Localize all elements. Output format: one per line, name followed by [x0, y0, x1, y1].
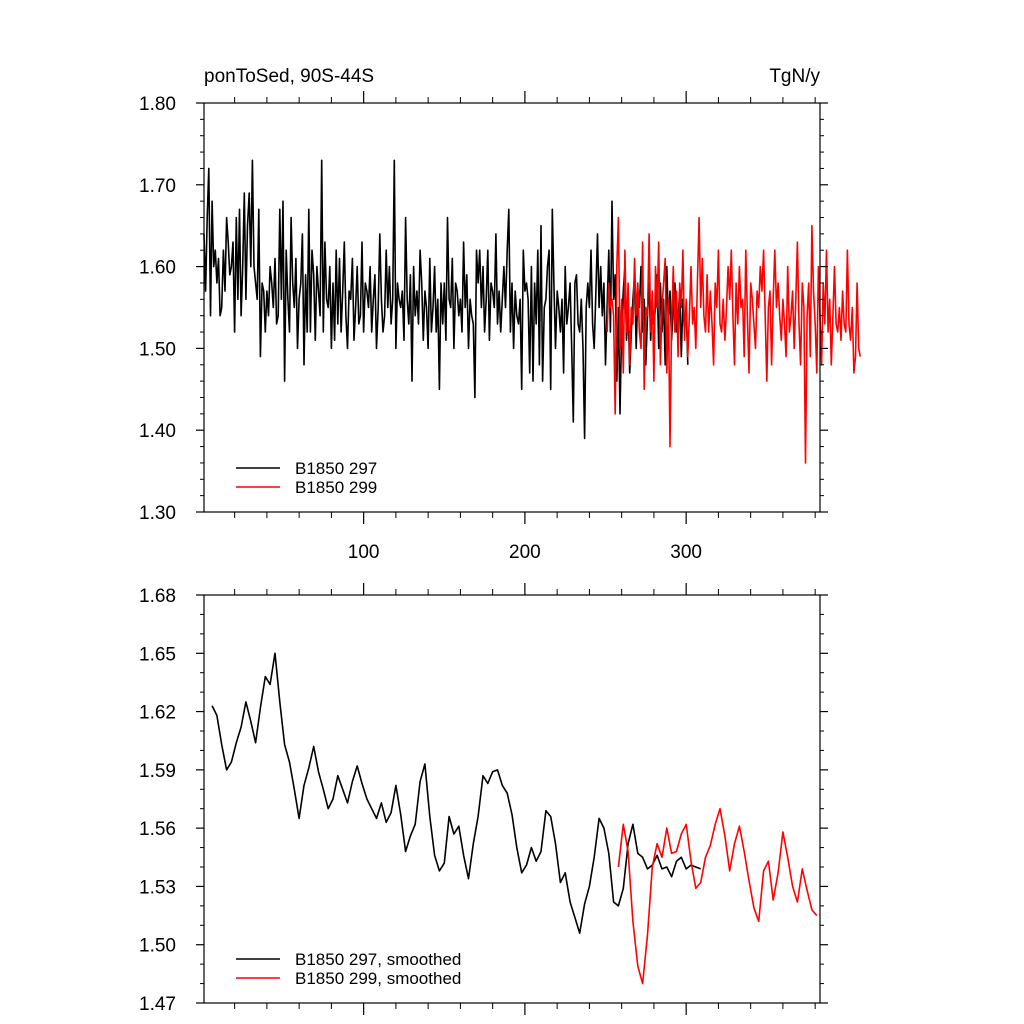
series-line-2 [617, 807, 818, 985]
y-tick-label: 1.65 [139, 644, 176, 665]
x-tick-label: 300 [670, 542, 702, 563]
series-line-1 [211, 652, 701, 934]
x-tick-label: 200 [509, 542, 541, 563]
raw-timeseries-panel: 1.30 1.40 1.50 1.60 1.70 1.80 100 200 300 B1850 2… [139, 91, 862, 563]
smoothed-timeseries-panel: 1.47 1.50 1.53 1.56 1.59 1.62 1.65 1.68 B1850 29… [139, 583, 828, 1015]
y-tick-label: 1.60 [139, 258, 176, 279]
y-tick-label: 1.50 [139, 936, 176, 957]
panel-title-left: ponToSed, 90S-44S [204, 66, 374, 87]
legend-label-2: B1850 299 [295, 478, 377, 497]
y-tick-label: 1.62 [139, 703, 176, 724]
legend-label-2: B1850 299, smoothed [295, 969, 461, 988]
plot-frame [203, 594, 821, 1004]
y-tick-label: 1.70 [139, 176, 176, 197]
y-tick-label: 1.50 [139, 339, 176, 360]
panel-title-right: TgN/y [769, 66, 820, 87]
y-tick-label: 1.40 [139, 421, 176, 442]
y-tick-label: 1.56 [139, 819, 176, 840]
y-tick-label: 1.53 [139, 877, 176, 898]
series-line-2 [606, 216, 862, 464]
y-tick-label: 1.59 [139, 761, 176, 782]
y-tick-label: 1.30 [139, 503, 176, 524]
y-tick-label: 1.80 [139, 94, 176, 115]
y-tick-label: 1.68 [139, 586, 176, 607]
series-line-1 [203, 159, 689, 440]
legend-label-1: B1850 297, smoothed [295, 950, 461, 969]
plot-frame [203, 102, 821, 513]
legend-label-1: B1850 297 [295, 459, 377, 478]
x-tick-label: 100 [348, 542, 380, 563]
y-tick-label: 1.47 [139, 994, 176, 1015]
